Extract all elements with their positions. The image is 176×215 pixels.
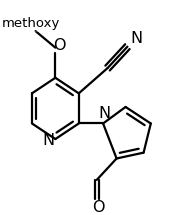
Text: methoxy: methoxy — [2, 17, 60, 30]
Text: O: O — [53, 38, 65, 53]
Text: N: N — [130, 31, 142, 46]
Text: N: N — [99, 106, 111, 121]
Text: N: N — [42, 134, 54, 149]
Text: methoxy: methoxy — [32, 31, 39, 32]
Text: O: O — [92, 200, 105, 215]
Text: methyl: methyl — [31, 27, 36, 28]
